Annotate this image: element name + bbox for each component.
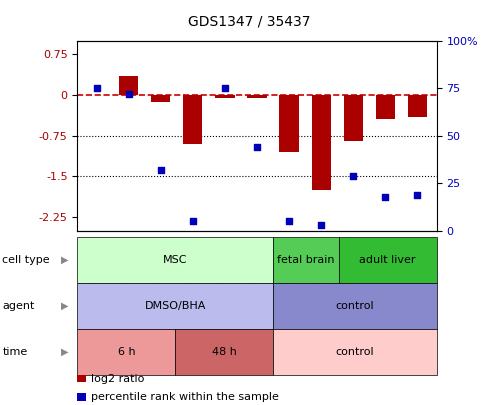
Bar	[151, 95, 170, 102]
Point	[93, 85, 101, 92]
Bar	[344, 95, 363, 141]
Text: percentile rank within the sample: percentile rank within the sample	[91, 392, 279, 402]
Point	[413, 192, 421, 198]
Text: 6 h: 6 h	[118, 347, 135, 357]
Bar	[119, 76, 138, 95]
Text: GDS1347 / 35437: GDS1347 / 35437	[188, 14, 311, 28]
Text: time: time	[2, 347, 28, 357]
Text: ▶: ▶	[61, 255, 69, 265]
Text: ▶: ▶	[61, 301, 69, 311]
Bar	[215, 95, 235, 98]
Point	[221, 85, 229, 92]
Text: log2 ratio: log2 ratio	[91, 374, 145, 384]
Text: adult liver: adult liver	[359, 255, 416, 265]
Text: control: control	[336, 347, 374, 357]
Bar	[376, 95, 395, 119]
Bar	[248, 95, 266, 98]
Point	[381, 193, 389, 200]
Point	[317, 222, 325, 228]
Point	[189, 218, 197, 224]
Text: fetal brain: fetal brain	[277, 255, 335, 265]
Text: DMSO/BHA: DMSO/BHA	[145, 301, 206, 311]
Text: control: control	[336, 301, 374, 311]
Bar	[311, 95, 331, 190]
Text: ▶: ▶	[61, 347, 69, 357]
Point	[157, 167, 165, 173]
Text: agent: agent	[2, 301, 35, 311]
Point	[253, 144, 261, 150]
Text: MSC: MSC	[163, 255, 188, 265]
Text: cell type: cell type	[2, 255, 50, 265]
Point	[349, 173, 357, 179]
Bar	[408, 95, 427, 117]
Bar	[279, 95, 299, 152]
Text: 48 h: 48 h	[212, 347, 237, 357]
Point	[285, 218, 293, 224]
Point	[125, 91, 133, 97]
Bar	[183, 95, 203, 144]
